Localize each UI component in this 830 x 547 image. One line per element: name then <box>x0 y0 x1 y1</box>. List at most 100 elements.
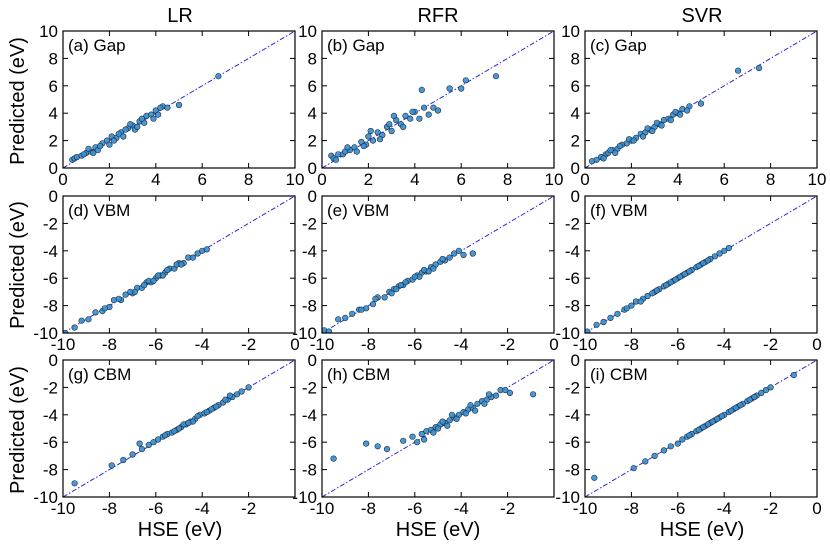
y-tick-label: 10 <box>561 22 580 41</box>
data-point <box>342 314 349 322</box>
y-tick-label: 0 <box>308 159 317 178</box>
x-tick-label: -8 <box>624 335 639 354</box>
panel-label-e: (e) VBM <box>327 201 389 220</box>
y-tick-label: 10 <box>39 22 58 41</box>
plot-frame-h <box>321 359 555 498</box>
y-tick-label: -10 <box>292 324 317 343</box>
data-point <box>746 396 753 403</box>
x-tick-label: -10 <box>310 335 335 354</box>
data-point <box>660 447 668 454</box>
data-point <box>667 116 674 124</box>
data-point <box>593 321 600 328</box>
data-point <box>651 452 658 460</box>
data-point <box>623 305 630 312</box>
data-point <box>600 155 607 162</box>
data-point <box>96 143 104 150</box>
data-point <box>71 480 78 487</box>
data-point <box>460 251 467 258</box>
data-point <box>330 455 337 462</box>
data-point <box>185 419 192 427</box>
data-point <box>365 133 372 140</box>
data-point <box>71 324 78 331</box>
panel-f: -10 -8 -6 -4 -2 0 -10 -8 -6 -4 -2 0 (f) VBM <box>555 187 821 354</box>
x-tick-label: -2 <box>500 499 515 518</box>
data-point <box>600 318 607 326</box>
y-tick-label: 8 <box>308 49 317 68</box>
data-point <box>127 121 134 128</box>
y-tick-label: -6 <box>565 433 580 452</box>
data-point <box>238 388 245 395</box>
data-point <box>226 392 234 399</box>
data-point <box>614 310 621 317</box>
y-tick-label: 8 <box>49 49 58 68</box>
data-point <box>455 247 463 254</box>
data-point <box>344 144 351 151</box>
points-d <box>63 246 210 333</box>
y-tick-label: -2 <box>302 378 317 397</box>
data-point <box>439 255 446 263</box>
panel-label-d: (d) VBM <box>68 201 130 220</box>
y-tick-label: 0 <box>571 351 580 370</box>
data-point <box>134 123 141 130</box>
x-tick-label: 0 <box>580 170 589 189</box>
data-point <box>506 389 514 397</box>
y-tick-label: -4 <box>43 406 58 425</box>
data-point <box>360 143 367 150</box>
y-tick-label: 2 <box>571 132 580 151</box>
y-tick-label: 4 <box>571 104 580 123</box>
xlabel-col-2: HSE (eV) <box>396 519 480 541</box>
data-point <box>367 127 374 135</box>
data-point <box>751 393 758 401</box>
data-point <box>700 424 707 431</box>
data-point <box>141 282 148 289</box>
data-point <box>233 391 241 398</box>
ylabel-row-3: Predicted (eV) <box>7 366 29 494</box>
data-point <box>155 111 162 118</box>
data-point <box>644 292 651 300</box>
data-point <box>612 149 619 156</box>
data-point <box>374 443 381 450</box>
data-point <box>155 272 162 279</box>
data-point <box>150 277 157 285</box>
data-point <box>425 111 432 118</box>
data-point <box>332 156 340 163</box>
points-e <box>322 247 476 333</box>
y-tick-label: 6 <box>49 77 58 96</box>
y-tick-label: 8 <box>571 49 580 68</box>
data-point <box>407 115 414 122</box>
data-point <box>474 400 481 407</box>
y-tick-label: -10 <box>555 488 580 507</box>
data-point <box>127 288 134 296</box>
data-point <box>90 149 97 156</box>
x-tick-label: 0 <box>58 170 67 189</box>
data-point <box>430 104 437 111</box>
data-point <box>681 271 688 278</box>
data-point <box>492 392 500 399</box>
y-tick-label: -6 <box>565 269 580 288</box>
data-point <box>686 432 693 439</box>
x-tick-label: 4 <box>673 170 682 189</box>
x-tick-label: 8 <box>244 170 253 189</box>
data-point <box>755 64 763 72</box>
points-g <box>71 384 252 487</box>
y-tick-label: -2 <box>565 214 580 233</box>
data-point <box>386 121 393 128</box>
x-tick-label: -6 <box>148 335 163 354</box>
data-point <box>381 294 388 301</box>
x-tick-label: -8 <box>102 335 117 354</box>
x-tick-label: -4 <box>195 335 210 354</box>
data-point <box>467 402 474 409</box>
points-f <box>585 245 732 333</box>
x-tick-label: -2 <box>763 499 778 518</box>
data-point <box>138 115 145 122</box>
data-point <box>434 425 442 432</box>
plot-frame-f <box>584 195 818 334</box>
panel-label-f: (f) VBM <box>590 201 648 220</box>
x-tick-label: 10 <box>808 170 827 189</box>
y-tick-label: 0 <box>571 187 580 206</box>
panel-label-g: (g) CBM <box>68 365 131 384</box>
data-point <box>208 406 215 413</box>
plot-frame-a <box>62 30 296 169</box>
data-point <box>679 436 686 443</box>
